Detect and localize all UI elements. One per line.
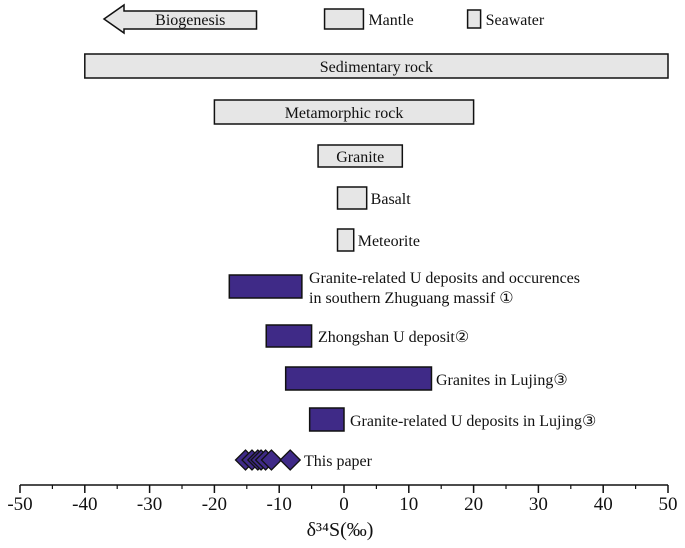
reference-range-label: Meteorite bbox=[358, 233, 420, 250]
deposit-range-bar bbox=[228, 274, 303, 299]
biogenesis-arrow bbox=[102, 3, 258, 35]
reference-range-label: Basalt bbox=[371, 191, 412, 208]
seawater-label: Seawater bbox=[486, 12, 545, 29]
x-tick-label: 40 bbox=[594, 494, 613, 515]
x-tick-label: 50 bbox=[659, 494, 678, 515]
x-tick-label: 0 bbox=[339, 494, 349, 515]
reference-range-bar bbox=[84, 53, 669, 79]
reference-range-label: Granite bbox=[336, 149, 384, 166]
reference-range-label: Metamorphic rock bbox=[285, 105, 404, 122]
x-tick-label: -30 bbox=[137, 494, 162, 515]
reference-range-bar bbox=[336, 228, 355, 252]
this-paper-point bbox=[279, 449, 302, 471]
reference-range-label: Sedimentary rock bbox=[320, 59, 433, 76]
reference-range-bar bbox=[317, 144, 404, 168]
x-tick-label: -10 bbox=[267, 494, 292, 515]
deposit-range-label: Zhongshan U deposit② bbox=[318, 329, 469, 346]
deposit-range-label: Granites in Lujing③ bbox=[436, 372, 568, 389]
x-axis: -50 -40 -30 -20 -10 0 10 20 30 40 50 bbox=[7, 484, 678, 515]
mantle-range-bar bbox=[323, 8, 365, 30]
reference-range-bar bbox=[213, 99, 475, 125]
x-tick-label: 30 bbox=[529, 494, 548, 515]
this-paper-label: This paper bbox=[304, 453, 373, 470]
deposit-range-bar bbox=[265, 324, 313, 348]
seawater-marker bbox=[466, 9, 482, 29]
deposit-range-label: in southern Zhuguang massif ① bbox=[309, 290, 514, 307]
x-tick-label: -50 bbox=[7, 494, 32, 515]
x-axis-label: δ³⁴S(‰) bbox=[307, 519, 374, 541]
deposit-range-bar bbox=[308, 407, 345, 432]
biogenesis-label: Biogenesis bbox=[155, 12, 225, 29]
reference-range-bar bbox=[336, 186, 368, 210]
deposit-range-label: Granite-related U deposits in Lujing③ bbox=[350, 413, 596, 430]
deposit-range-bar bbox=[284, 366, 433, 391]
x-tick-label: -40 bbox=[72, 494, 97, 515]
chart-marks: Biogenesis Mantle Seawater Sedimentary rock… bbox=[84, 3, 669, 471]
x-tick-label: 10 bbox=[399, 494, 418, 515]
deposit-range-label: Granite-related U deposits and occurence… bbox=[309, 270, 580, 287]
mantle-label: Mantle bbox=[368, 12, 413, 29]
x-tick-label: 20 bbox=[464, 494, 483, 515]
x-tick-label: -20 bbox=[202, 494, 227, 515]
